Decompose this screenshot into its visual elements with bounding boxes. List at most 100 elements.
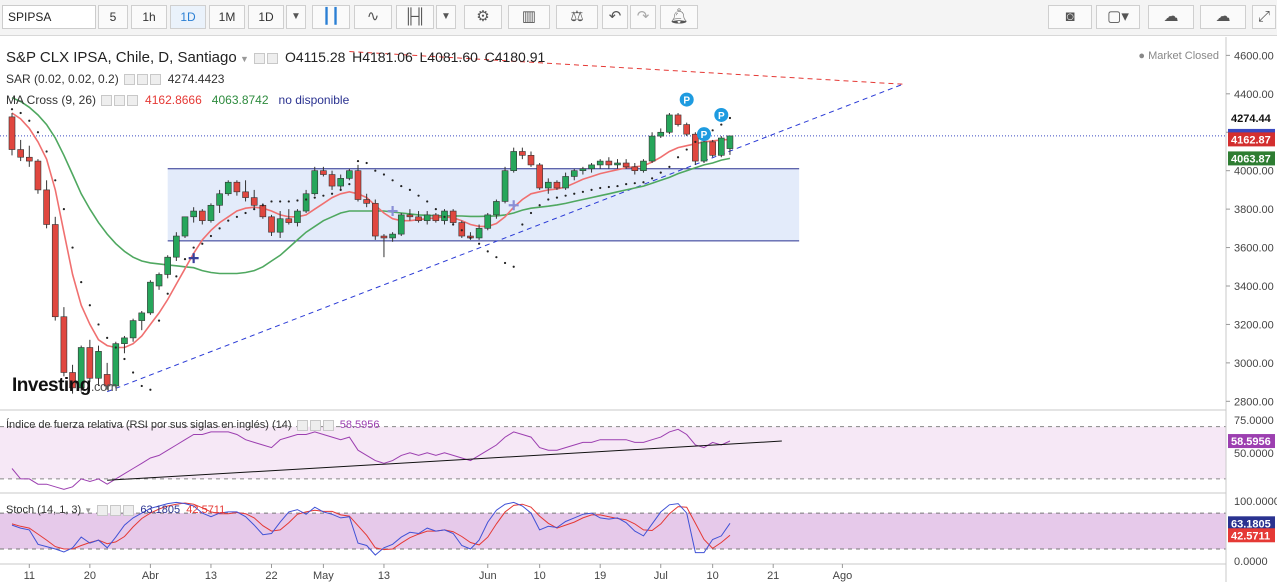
ma-fast-line xyxy=(11,112,731,349)
x-tick-label: 21 xyxy=(767,570,779,582)
candle xyxy=(527,151,535,167)
sar-dot xyxy=(625,183,628,186)
settings-icon[interactable] xyxy=(114,95,126,107)
undo-icon[interactable]: ↶ xyxy=(602,5,628,29)
settings-icon[interactable] xyxy=(137,74,149,86)
sar-dot xyxy=(590,188,593,192)
pivot-badge xyxy=(714,107,729,122)
settings-icon[interactable] xyxy=(267,53,279,65)
sar-dot xyxy=(287,200,290,203)
visibility-icon[interactable] xyxy=(254,53,266,65)
stoch-k-box xyxy=(1228,516,1275,531)
line-chart-icon[interactable]: ∿ xyxy=(354,5,392,29)
chevron-down-icon[interactable]: ▼ xyxy=(84,506,93,515)
fullscreen-icon[interactable]: ⤢ xyxy=(1252,5,1276,29)
candle xyxy=(121,335,128,354)
stoch-d-box xyxy=(1228,528,1275,543)
candle xyxy=(354,164,362,202)
close-icon[interactable] xyxy=(322,419,334,431)
y-tick-label: 2800.00 xyxy=(1234,396,1274,408)
redo-icon[interactable]: ↷ xyxy=(630,5,656,29)
candle-body xyxy=(216,193,223,206)
pivot-badge-label: P xyxy=(718,111,725,122)
interval-1d-button[interactable]: 1D xyxy=(170,5,206,29)
sar-dot xyxy=(694,140,697,143)
interval-1mo-button[interactable]: 1M xyxy=(209,5,245,29)
market-status-text: Market Closed xyxy=(1148,50,1219,62)
y-tick-label: 4600.00 xyxy=(1234,50,1274,62)
candle xyxy=(536,163,543,190)
candle-body xyxy=(8,116,16,150)
close-icon[interactable] xyxy=(127,95,139,107)
candle xyxy=(320,166,327,177)
market-status: ● Market Closed xyxy=(1138,50,1219,62)
sar-dot xyxy=(45,150,48,153)
visibility-icon[interactable] xyxy=(124,74,136,86)
candle xyxy=(173,232,180,262)
cloud-upload-icon[interactable]: ☁ xyxy=(1200,5,1246,29)
sar-dot xyxy=(261,204,264,207)
sar-dot xyxy=(452,223,455,226)
candle-body xyxy=(553,181,561,189)
sar-dot xyxy=(478,242,481,245)
sar-dot xyxy=(538,204,541,207)
candle xyxy=(553,180,561,190)
candle xyxy=(622,159,630,169)
stoch-d-line xyxy=(11,502,731,551)
price-label-box xyxy=(1228,110,1275,125)
alert-icon[interactable]: 🔔︎ xyxy=(660,5,698,29)
sar-dot xyxy=(685,148,688,151)
chevron-down-icon[interactable]: ▼ xyxy=(240,54,249,64)
sar-dot xyxy=(503,261,507,265)
candle-body xyxy=(588,164,595,170)
candles-icon[interactable]: ┃┃ xyxy=(312,5,350,29)
chevron-down-icon[interactable]: ▼ xyxy=(436,5,456,29)
y-tick-label: 3200.00 xyxy=(1234,319,1274,331)
visibility-icon[interactable] xyxy=(101,95,113,107)
symbol-search-input[interactable]: SPIPSA xyxy=(2,5,96,29)
candle xyxy=(605,157,613,169)
candle xyxy=(683,122,691,137)
candle xyxy=(155,272,163,290)
ma-fast-value: 4162.8666 xyxy=(145,93,202,107)
sar-dot xyxy=(235,215,238,218)
candle-body xyxy=(657,131,665,137)
chart-canvas[interactable]: PPP 2800.003000.003200.003400.003600.003… xyxy=(0,37,1277,582)
visibility-icon[interactable] xyxy=(97,504,109,516)
x-tick-label: Jun xyxy=(479,570,497,582)
close-icon[interactable] xyxy=(123,504,135,516)
pivot-badge-label: P xyxy=(683,96,690,107)
candle xyxy=(138,310,146,331)
compare-icon[interactable]: ⚖ xyxy=(556,5,598,29)
candle-body xyxy=(484,214,492,229)
sar-legend: SAR (0.02, 0.02, 0.2) 4274.4423 xyxy=(6,72,224,86)
y-tick-label: 3400.00 xyxy=(1234,281,1274,293)
visibility-icon[interactable] xyxy=(296,419,308,431)
candle xyxy=(415,211,422,223)
interval-dropdown-button[interactable]: 1D xyxy=(248,5,284,29)
y-tick-label: 3000.00 xyxy=(1234,358,1274,370)
candle-body xyxy=(250,197,258,206)
cloud-download-icon[interactable]: ☁ xyxy=(1148,5,1194,29)
interval-5m-button[interactable]: 5 xyxy=(98,5,128,29)
ohlc-open: O4115.28 xyxy=(284,49,346,65)
candle-body xyxy=(544,181,552,189)
close-icon[interactable] xyxy=(150,74,162,86)
indicators-icon[interactable]: ▥ xyxy=(508,5,550,29)
sar-dot xyxy=(296,199,299,202)
sar-dot xyxy=(521,223,524,226)
settings-icon[interactable] xyxy=(309,419,321,431)
camera-icon[interactable]: ◙ xyxy=(1048,5,1092,29)
x-tick-label: 22 xyxy=(265,570,277,582)
settings-icon[interactable] xyxy=(110,504,122,516)
candle xyxy=(570,168,578,181)
chevron-down-icon[interactable]: ▼ xyxy=(286,5,306,29)
gear-icon[interactable]: ⚙ xyxy=(464,5,502,29)
bars-icon[interactable]: ╟╢ xyxy=(396,5,434,29)
interval-1h-button[interactable]: 1h xyxy=(131,5,167,29)
sar-dot xyxy=(36,131,40,134)
sar-dot xyxy=(529,211,533,215)
candle-body xyxy=(173,235,180,258)
color-picker-icon[interactable]: ▢▾ xyxy=(1096,5,1140,29)
stoch-d-label: 42.5711 xyxy=(1231,530,1270,542)
